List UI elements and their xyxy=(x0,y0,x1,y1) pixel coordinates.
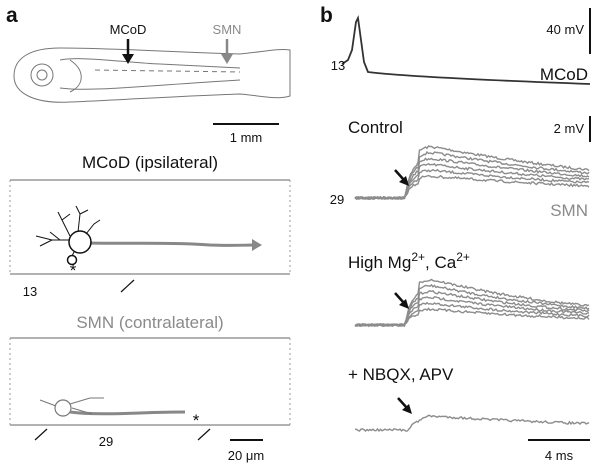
trace xyxy=(354,296,589,327)
arrow xyxy=(394,292,405,304)
arrow-head xyxy=(399,176,409,186)
scale-label: 40 mV xyxy=(546,22,584,37)
arrow-head xyxy=(399,299,409,309)
segment-mark xyxy=(197,428,211,441)
trace xyxy=(354,301,590,328)
scale-label: 2 mV xyxy=(554,121,585,136)
smn-traces xyxy=(354,145,590,201)
segment-mark xyxy=(34,428,48,441)
arrow-head xyxy=(122,54,134,64)
section-title: SMN (contralateral) xyxy=(76,313,223,332)
trace xyxy=(354,414,590,433)
arrow xyxy=(397,397,408,409)
segment-label: 29 xyxy=(330,192,344,207)
segment-mark xyxy=(120,279,135,293)
scale-label: 4 ms xyxy=(545,448,574,463)
segment-label: 13 xyxy=(331,58,345,73)
panel-label: b xyxy=(320,4,333,27)
scale-label: 1 mm xyxy=(230,130,263,145)
trace xyxy=(354,150,590,200)
condition-label: High Mg2+, Ca2+ xyxy=(348,250,470,272)
asterisk: * xyxy=(70,261,77,280)
segment-label: 13 xyxy=(23,284,37,299)
smn-traces xyxy=(354,278,590,328)
smn-traces xyxy=(354,414,590,433)
smn-box xyxy=(9,337,291,426)
trace xyxy=(355,289,590,327)
section-title: MCoD (ipsilateral) xyxy=(82,153,218,172)
mcod-trace xyxy=(341,14,591,85)
arrow xyxy=(394,169,405,181)
arrow-label: MCoD xyxy=(110,22,147,37)
segment-label: 29 xyxy=(99,434,113,449)
trace xyxy=(354,283,590,328)
arrow-head xyxy=(402,404,412,414)
fish xyxy=(13,47,291,103)
panel-label: a xyxy=(6,4,18,27)
asterisk: * xyxy=(193,411,200,430)
arrow-head xyxy=(221,54,233,64)
mcod-box xyxy=(9,179,291,275)
trace xyxy=(354,307,590,328)
condition-label: Control xyxy=(348,118,403,137)
arrow-label: SMN xyxy=(213,22,242,37)
trace-name: MCoD xyxy=(540,65,588,84)
trace xyxy=(354,168,590,201)
scale-label: 20 μm xyxy=(228,448,264,463)
trace xyxy=(354,174,590,201)
trace-name: SMN xyxy=(550,201,588,220)
condition-label: + NBQX, APV xyxy=(348,365,454,384)
